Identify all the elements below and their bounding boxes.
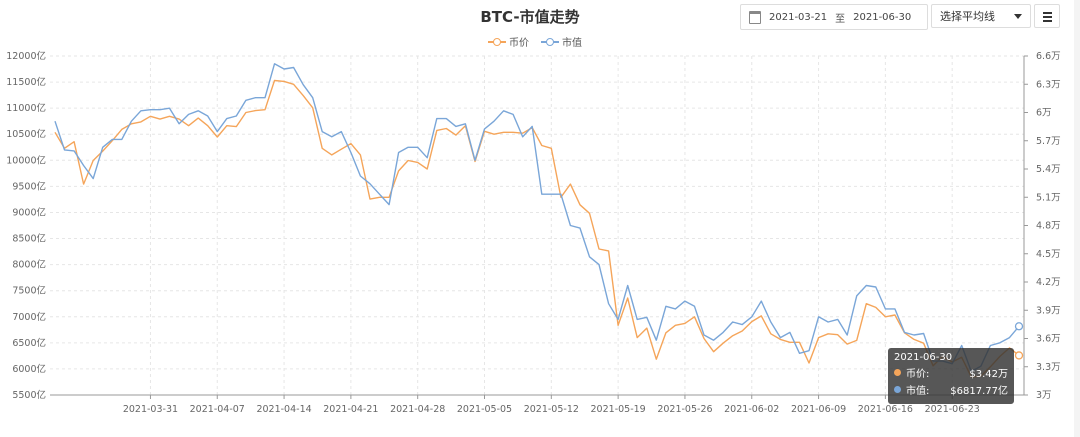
date-range-picker[interactable]: 2021-03-21 至 2021-06-30 xyxy=(740,4,928,30)
y-right-tick-label: 3万 xyxy=(1036,390,1052,401)
chart-title: BTC-市值走势 xyxy=(480,8,580,26)
x-tick-label: 2021-04-21 xyxy=(323,404,378,415)
y-left-tick-label: 10500亿 xyxy=(6,128,46,140)
chart-tooltip: 2021-06-30 币价: $3.42万 市值: $6817.77亿 xyxy=(888,348,1014,404)
x-tick-label: 2021-05-26 xyxy=(657,404,712,415)
chart-legend: 币价 市值 xyxy=(488,34,582,49)
y-right-tick-label: 5.1万 xyxy=(1036,192,1061,203)
series-line-price xyxy=(54,79,1020,378)
y-left-tick-label: 9500亿 xyxy=(12,180,46,192)
series-point-cap-last xyxy=(1014,322,1024,331)
y-right-tick-label: 4.8万 xyxy=(1036,221,1061,232)
tooltip-row-price: 币价: $3.42万 xyxy=(894,365,1008,380)
y-right-tick-label: 5.7万 xyxy=(1036,136,1061,147)
chevron-down-icon xyxy=(1014,13,1022,19)
x-tick-label: 2021-06-16 xyxy=(858,404,913,415)
y-right-tick-label: 6.3万 xyxy=(1036,79,1061,90)
legend-price-marker-icon xyxy=(488,37,506,47)
y-left-tick-label: 10000亿 xyxy=(6,154,46,166)
y-left-tick-label: 12000亿 xyxy=(6,50,46,62)
y-left-tick-label: 11000亿 xyxy=(6,102,46,114)
x-tick-label: 2021-05-12 xyxy=(524,404,579,415)
legend-item-price[interactable]: 币价 xyxy=(488,34,529,49)
menu-icon-bar xyxy=(1043,20,1052,22)
y-left-tick-label: 6000亿 xyxy=(12,363,46,375)
y-left-tick-label: 8500亿 xyxy=(12,233,46,245)
x-tick-label: 2021-06-23 xyxy=(925,404,980,415)
y-left-tick-label: 5500亿 xyxy=(12,389,46,401)
moving-average-select-label: 选择平均线 xyxy=(940,10,995,23)
tooltip-cap-label: 市值: xyxy=(906,386,930,397)
y-left-tick-label: 11500亿 xyxy=(6,76,46,88)
legend-cap-label: 市值 xyxy=(562,38,582,49)
tooltip-price-value: $3.42万 xyxy=(969,369,1008,380)
y-right-tick-label: 5.4万 xyxy=(1036,164,1061,175)
tooltip-date: 2021-06-30 xyxy=(894,352,953,363)
y-right-tick-label: 3.6万 xyxy=(1036,334,1061,345)
y-right-tick-label: 3.3万 xyxy=(1036,362,1061,373)
tooltip-price-label: 币价: xyxy=(906,369,930,380)
series-line-cap xyxy=(54,63,1020,373)
moving-average-select[interactable]: 选择平均线 xyxy=(931,4,1031,28)
x-tick-label: 2021-04-14 xyxy=(256,404,311,415)
menu-icon xyxy=(1043,12,1052,14)
cap-dot-icon xyxy=(894,386,901,393)
x-tick-label: 2021-04-07 xyxy=(190,404,245,415)
tooltip-row-cap: 市值: $6817.77亿 xyxy=(894,382,1008,397)
series-point-price-last xyxy=(1014,351,1024,360)
price-dot-icon xyxy=(894,369,901,376)
legend-item-cap[interactable]: 市值 xyxy=(541,34,582,49)
x-tick-label: 2021-05-19 xyxy=(591,404,646,415)
legend-price-label: 币价 xyxy=(509,38,529,49)
x-tick-label: 2021-05-05 xyxy=(457,404,512,415)
date-start[interactable]: 2021-03-21 xyxy=(769,11,828,23)
date-separator: 至 xyxy=(835,13,846,25)
x-tick-label: 2021-03-31 xyxy=(123,404,178,415)
page-scrollbar[interactable] xyxy=(1074,0,1080,437)
x-tick-label: 2021-06-09 xyxy=(791,404,846,415)
y-left-tick-label: 7500亿 xyxy=(12,285,46,297)
y-right-tick-label: 4.5万 xyxy=(1036,249,1061,260)
menu-icon-bar xyxy=(1043,16,1052,18)
y-right-tick-label: 4.2万 xyxy=(1036,277,1061,288)
y-left-tick-label: 8000亿 xyxy=(12,259,46,271)
y-left-tick-label: 9000亿 xyxy=(12,206,46,218)
calendar-icon xyxy=(749,10,761,24)
y-left-tick-label: 6500亿 xyxy=(12,337,46,349)
tooltip-cap-value: $6817.77亿 xyxy=(950,386,1008,397)
menu-button[interactable] xyxy=(1034,4,1060,28)
y-left-tick-label: 7000亿 xyxy=(12,311,46,323)
y-right-tick-label: 3.9万 xyxy=(1036,305,1061,316)
x-tick-label: 2021-04-28 xyxy=(390,404,445,415)
date-end[interactable]: 2021-06-30 xyxy=(853,11,912,23)
legend-cap-marker-icon xyxy=(541,37,559,47)
y-right-tick-label: 6万 xyxy=(1036,108,1052,119)
y-right-tick-label: 6.6万 xyxy=(1036,51,1061,62)
x-tick-label: 2021-06-02 xyxy=(724,404,779,415)
